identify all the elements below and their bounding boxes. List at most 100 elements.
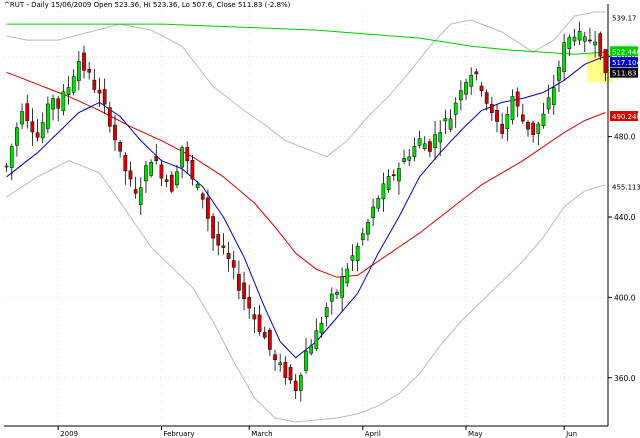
down-candle: [211, 216, 215, 239]
down-candle: [164, 179, 169, 182]
down-candle: [25, 103, 30, 121]
x-tick-label: February: [163, 430, 194, 438]
up-candle: [464, 82, 468, 95]
down-candle: [92, 79, 97, 90]
up-candle: [546, 97, 551, 110]
up-candle: [298, 375, 303, 391]
up-candle: [536, 123, 541, 134]
up-candle: [175, 171, 179, 186]
down-candle: [520, 114, 525, 122]
gridlines: [4, 12, 608, 426]
up-candle: [345, 268, 350, 284]
down-candle: [262, 332, 267, 338]
moving-averages: [6, 23, 606, 359]
up-candle: [459, 90, 463, 101]
down-candle: [293, 380, 298, 392]
down-candle: [206, 197, 210, 219]
x-tick-label: March: [251, 430, 272, 438]
up-candle: [433, 134, 437, 148]
down-candle: [257, 314, 262, 332]
up-candle: [562, 42, 566, 72]
up-candle: [340, 276, 344, 298]
down-candle: [268, 329, 272, 350]
up-candle: [138, 187, 143, 205]
up-candle: [77, 61, 81, 81]
price-label: 522.446: [612, 48, 640, 56]
down-candle: [221, 245, 226, 248]
down-candle: [479, 85, 484, 91]
up-candle: [412, 146, 417, 158]
y-tick-label: 520.0: [614, 52, 636, 61]
up-candle: [402, 158, 406, 162]
up-candle: [371, 206, 375, 219]
up-candle: [350, 255, 355, 261]
up-candle: [40, 122, 45, 139]
down-candle: [190, 159, 195, 180]
up-candle: [453, 102, 458, 115]
up-candle: [195, 184, 200, 188]
up-candle: [20, 111, 24, 125]
down-candle: [283, 362, 288, 378]
bollinger-bands: [6, 11, 606, 423]
up-candle: [438, 132, 443, 143]
price-label: 517.104: [612, 59, 640, 67]
down-candle: [113, 124, 117, 141]
up-candle: [505, 114, 510, 129]
down-candle: [242, 282, 246, 299]
down-candle: [288, 367, 293, 381]
long-ma-line: [6, 23, 606, 55]
down-candle: [226, 252, 231, 260]
up-candle: [469, 74, 474, 87]
up-candle: [309, 345, 314, 354]
up-candle: [541, 113, 546, 126]
up-candle: [278, 362, 283, 366]
up-candle: [335, 292, 339, 295]
up-candle: [144, 165, 148, 182]
up-candle: [51, 98, 55, 110]
down-candle: [588, 39, 592, 42]
up-candle: [510, 96, 515, 121]
price-label-box: [610, 67, 638, 78]
price-label: 455.113: [612, 184, 640, 192]
up-candle: [443, 118, 448, 122]
down-candle: [185, 147, 190, 162]
down-candle: [200, 193, 205, 200]
up-candle: [355, 245, 360, 262]
down-candle: [56, 98, 61, 109]
price-label-box: [610, 57, 638, 68]
up-candle: [551, 87, 556, 105]
down-candle: [428, 141, 432, 152]
up-candle: [180, 147, 184, 168]
down-candle: [97, 89, 102, 94]
down-candle: [237, 273, 241, 291]
y-tick-label: 440.0: [614, 213, 636, 222]
down-candle: [118, 142, 123, 152]
up-candle: [572, 36, 577, 42]
down-candle: [82, 52, 86, 71]
y-tick-label: 360.0: [614, 374, 636, 383]
up-candle: [66, 87, 71, 96]
up-candle: [582, 36, 587, 42]
down-candle: [159, 164, 164, 179]
price-label-box: [610, 111, 638, 122]
down-candle: [500, 123, 505, 134]
down-candle: [102, 89, 107, 105]
y-tick-label: 480.0: [614, 133, 636, 142]
upper-band-line: [6, 11, 606, 158]
up-candle: [567, 37, 572, 49]
down-candle: [489, 104, 494, 113]
up-candle: [61, 91, 66, 111]
up-candle: [397, 168, 401, 182]
x-tick-label: 2009: [60, 430, 78, 438]
up-candle: [386, 176, 391, 190]
price-labels: 539.17 522.446 517.104 511.83 490.240 455.113: [610, 12, 640, 192]
chart-title: ^RUT - Daily 15/06/2009 Open 523.36, Hi …: [4, 1, 291, 9]
x-tick-label: May: [468, 430, 482, 438]
up-candle: [329, 293, 334, 302]
price-label: 511.83: [612, 70, 637, 78]
up-candle: [319, 322, 324, 334]
down-candle: [515, 91, 520, 107]
down-candle: [35, 132, 40, 138]
down-candle: [123, 155, 128, 172]
